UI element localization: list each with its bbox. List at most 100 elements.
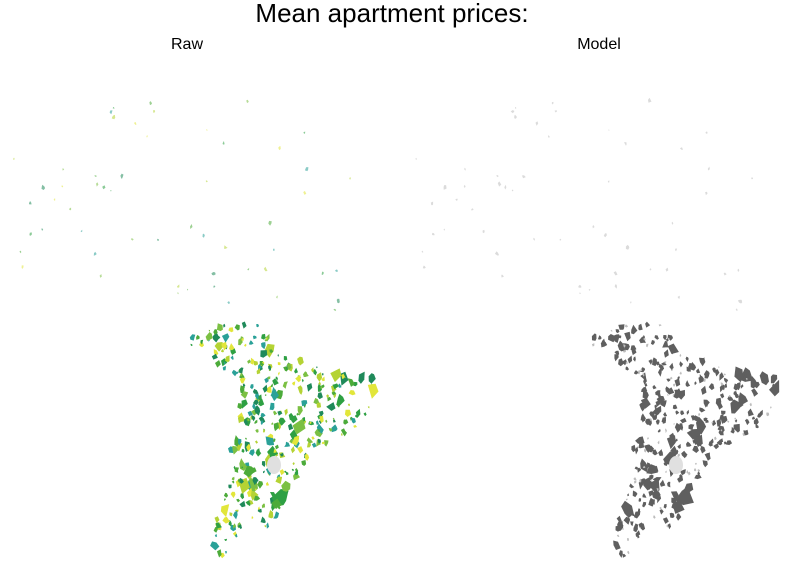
map-region [233,523,237,529]
map-region [317,429,321,432]
map-region [654,404,658,410]
map-region [243,465,257,478]
map-region [255,488,257,491]
map-region [631,444,636,453]
map-region [638,498,642,502]
map-region [256,367,261,375]
map-region [321,441,325,445]
map-region [677,453,680,458]
map-region [662,420,666,424]
map-region [41,184,46,190]
map-region [656,405,662,414]
map-region [749,402,752,407]
map-region [659,509,664,515]
map-region [326,402,336,411]
map-region [216,323,223,332]
map-region [708,383,715,391]
map-region [261,342,266,350]
map-region [670,376,673,381]
map-region [99,274,102,278]
map-region [239,458,247,471]
map-region [696,368,701,374]
map-region [157,238,160,241]
map-region [592,225,595,229]
map-region [331,424,338,433]
map-region [700,357,705,365]
map-region [643,337,646,341]
map-region [247,267,250,271]
map-region [647,437,649,440]
map-region [664,361,667,365]
map-region [657,495,662,504]
map-region [19,250,22,254]
map-region [743,373,748,381]
map-region [177,284,180,288]
map-region [368,373,376,384]
map-region [146,135,148,138]
map-region [110,190,112,192]
map-region [685,380,691,387]
map-region [719,372,724,381]
map-region [252,335,257,340]
map-region [652,357,657,367]
map-region [261,461,266,467]
map-region [260,412,266,418]
map-region [214,342,223,352]
map-region [734,417,737,420]
map-region [265,453,271,467]
map-region [241,466,244,469]
map-region [591,343,595,347]
map-region [324,440,329,447]
map-region [196,335,200,340]
map-region [670,366,673,370]
map-region [111,114,116,120]
map-region [302,371,308,377]
map-region [228,519,232,527]
map-region [301,379,304,383]
map-region [634,524,639,528]
map-region [658,324,662,327]
map-region [263,266,268,272]
map-region [698,376,706,384]
map-region [432,232,435,236]
map-region [640,397,651,409]
map-region [211,353,218,360]
map-region [634,466,638,470]
map-region [588,289,591,291]
map-region [328,427,333,432]
map-region [646,464,658,474]
map-region [318,410,324,418]
map-region [246,99,249,104]
map-region [627,550,630,555]
map-region [723,441,728,445]
map-region [677,375,680,380]
map-region [625,498,628,501]
map-region [642,493,647,498]
map-region [770,406,772,409]
map-region [649,411,655,418]
map-region [246,444,251,452]
map-region [288,423,294,431]
map-region [703,399,710,408]
map-region [253,360,259,366]
map-region [751,416,756,420]
map-region [740,384,744,389]
map-region [306,437,314,444]
map-region [640,523,646,531]
map-region [189,334,196,341]
map-region [686,428,702,446]
map-region [729,395,731,398]
map-region [69,207,72,211]
map-region [686,409,689,415]
map-region [321,376,325,382]
map-region [316,366,318,369]
map-region [618,335,622,339]
map-region [322,373,324,376]
map-region [271,386,279,402]
map-region [660,450,663,456]
map-region [705,131,708,134]
map-region [243,419,248,426]
map-region [655,361,660,366]
map-region [149,101,152,105]
map-region [285,471,289,476]
